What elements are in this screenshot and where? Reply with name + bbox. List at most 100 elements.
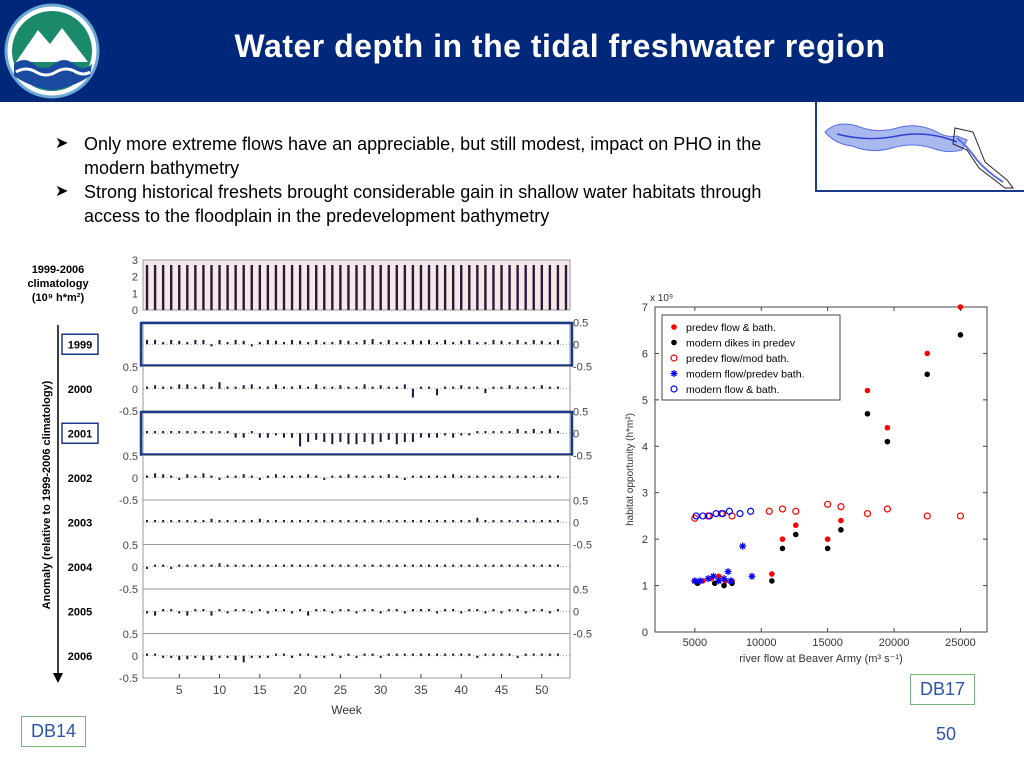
anomaly-bar bbox=[468, 339, 471, 345]
anomaly-tick: -0.5 bbox=[573, 450, 592, 462]
anomaly-bar bbox=[444, 564, 447, 567]
anomaly-bar bbox=[548, 428, 551, 434]
climatology-bar bbox=[500, 265, 503, 310]
anomaly-bar bbox=[540, 609, 543, 612]
anomaly-bar bbox=[299, 385, 302, 389]
anomaly-bar bbox=[170, 520, 173, 523]
anomaly-bar bbox=[516, 339, 519, 345]
anomaly-bar bbox=[307, 433, 310, 443]
climatology-bar bbox=[250, 265, 253, 310]
anomaly-bar bbox=[170, 609, 173, 612]
anomaly-bar bbox=[194, 431, 197, 434]
anomaly-bar bbox=[307, 653, 310, 656]
climatology-bar bbox=[484, 265, 487, 310]
anomaly-bar bbox=[226, 342, 229, 345]
y-tick-label: 5 bbox=[642, 395, 648, 407]
anomaly-bar bbox=[419, 564, 422, 567]
year-label-box bbox=[61, 422, 99, 444]
data-point bbox=[725, 507, 733, 515]
anomaly-bar bbox=[146, 566, 149, 569]
anomaly-bar bbox=[532, 428, 535, 434]
anomaly-bar bbox=[444, 386, 447, 389]
anomaly-bar bbox=[460, 564, 463, 567]
anomaly-bar bbox=[170, 566, 173, 569]
data-point bbox=[692, 512, 700, 520]
anomaly-bar bbox=[323, 386, 326, 389]
anomaly-bar bbox=[452, 386, 455, 389]
anomaly-bar bbox=[266, 433, 269, 438]
anomaly-bar bbox=[186, 520, 189, 523]
anomaly-bar bbox=[492, 431, 495, 434]
anomaly-bar bbox=[355, 520, 358, 523]
data-point bbox=[824, 545, 831, 552]
anomaly-bar bbox=[355, 655, 358, 658]
anomaly-bar bbox=[282, 386, 285, 389]
anomaly-bar bbox=[218, 477, 221, 480]
anomaly-bar bbox=[468, 386, 471, 389]
anomaly-bar bbox=[540, 520, 543, 523]
anomaly-bar bbox=[500, 475, 503, 478]
anomaly-bar bbox=[186, 655, 189, 660]
anomaly-bar bbox=[323, 564, 326, 567]
anomaly-bar bbox=[428, 386, 431, 389]
climatology-bar bbox=[218, 265, 221, 310]
year-label: 2005 bbox=[68, 606, 92, 618]
highlight-frame-2001 bbox=[139, 410, 574, 456]
anomaly-bar bbox=[250, 655, 253, 658]
anomaly-bar bbox=[282, 564, 285, 567]
anomaly-bar bbox=[299, 564, 302, 567]
anomaly-bar bbox=[436, 388, 439, 396]
anomaly-bar bbox=[242, 609, 245, 612]
anomaly-bar bbox=[548, 342, 551, 345]
data-point bbox=[884, 424, 891, 431]
anomaly-bar bbox=[452, 564, 455, 567]
data-point bbox=[769, 571, 775, 577]
anomaly-bar bbox=[363, 384, 366, 389]
anomaly-bar bbox=[436, 520, 439, 523]
anomaly-bar bbox=[395, 609, 398, 612]
climatology-ytick: 2 bbox=[132, 272, 138, 284]
anomaly-bar bbox=[363, 433, 366, 443]
climatology-ytick: 3 bbox=[132, 255, 138, 267]
anomaly-bar bbox=[282, 342, 285, 345]
anomaly-tick: 0 bbox=[132, 384, 138, 396]
week-tick-label: 10 bbox=[213, 683, 227, 697]
climatology-bar bbox=[540, 265, 544, 310]
year-label: 1999 bbox=[68, 339, 92, 351]
anomaly-bar bbox=[323, 433, 326, 443]
anomaly-bar bbox=[250, 520, 253, 523]
anomaly-bar bbox=[146, 339, 149, 345]
anomaly-bar bbox=[218, 431, 221, 434]
anomaly-bar bbox=[210, 344, 213, 347]
anomaly-bar bbox=[379, 433, 382, 443]
anomaly-tick: -0.5 bbox=[119, 673, 138, 685]
anomaly-bar bbox=[210, 431, 213, 434]
data-point bbox=[838, 527, 844, 533]
anomaly-bar bbox=[242, 474, 245, 478]
anomaly-bar bbox=[387, 609, 390, 612]
anomaly-bar bbox=[476, 609, 479, 612]
legend-marker bbox=[671, 324, 677, 330]
anomaly-bar bbox=[202, 384, 205, 389]
anomaly-bar bbox=[202, 564, 205, 567]
anomaly-bar bbox=[331, 520, 334, 523]
anomaly-bar bbox=[154, 520, 157, 523]
y-tick-label: 6 bbox=[642, 348, 648, 360]
anomaly-bar bbox=[282, 433, 285, 438]
anomaly-tick: 0 bbox=[573, 339, 579, 351]
anomaly-bar bbox=[524, 475, 527, 478]
climatology-bar bbox=[347, 265, 350, 310]
header-bar: Water depth in the tidal freshwater regi… bbox=[0, 0, 1024, 102]
anomaly-bar bbox=[548, 475, 551, 478]
anomaly-bar bbox=[299, 433, 302, 447]
anomaly-bar bbox=[508, 653, 511, 656]
anomaly-bar bbox=[363, 475, 366, 478]
anomaly-bar bbox=[218, 563, 221, 567]
anomaly-bar bbox=[162, 655, 165, 658]
anomaly-bar bbox=[178, 520, 181, 523]
anomaly-bar bbox=[339, 339, 342, 345]
data-point bbox=[779, 536, 786, 542]
y-tick-label: 7 bbox=[642, 302, 648, 314]
anomaly-bar bbox=[162, 609, 165, 612]
climatology-bar bbox=[210, 265, 213, 310]
